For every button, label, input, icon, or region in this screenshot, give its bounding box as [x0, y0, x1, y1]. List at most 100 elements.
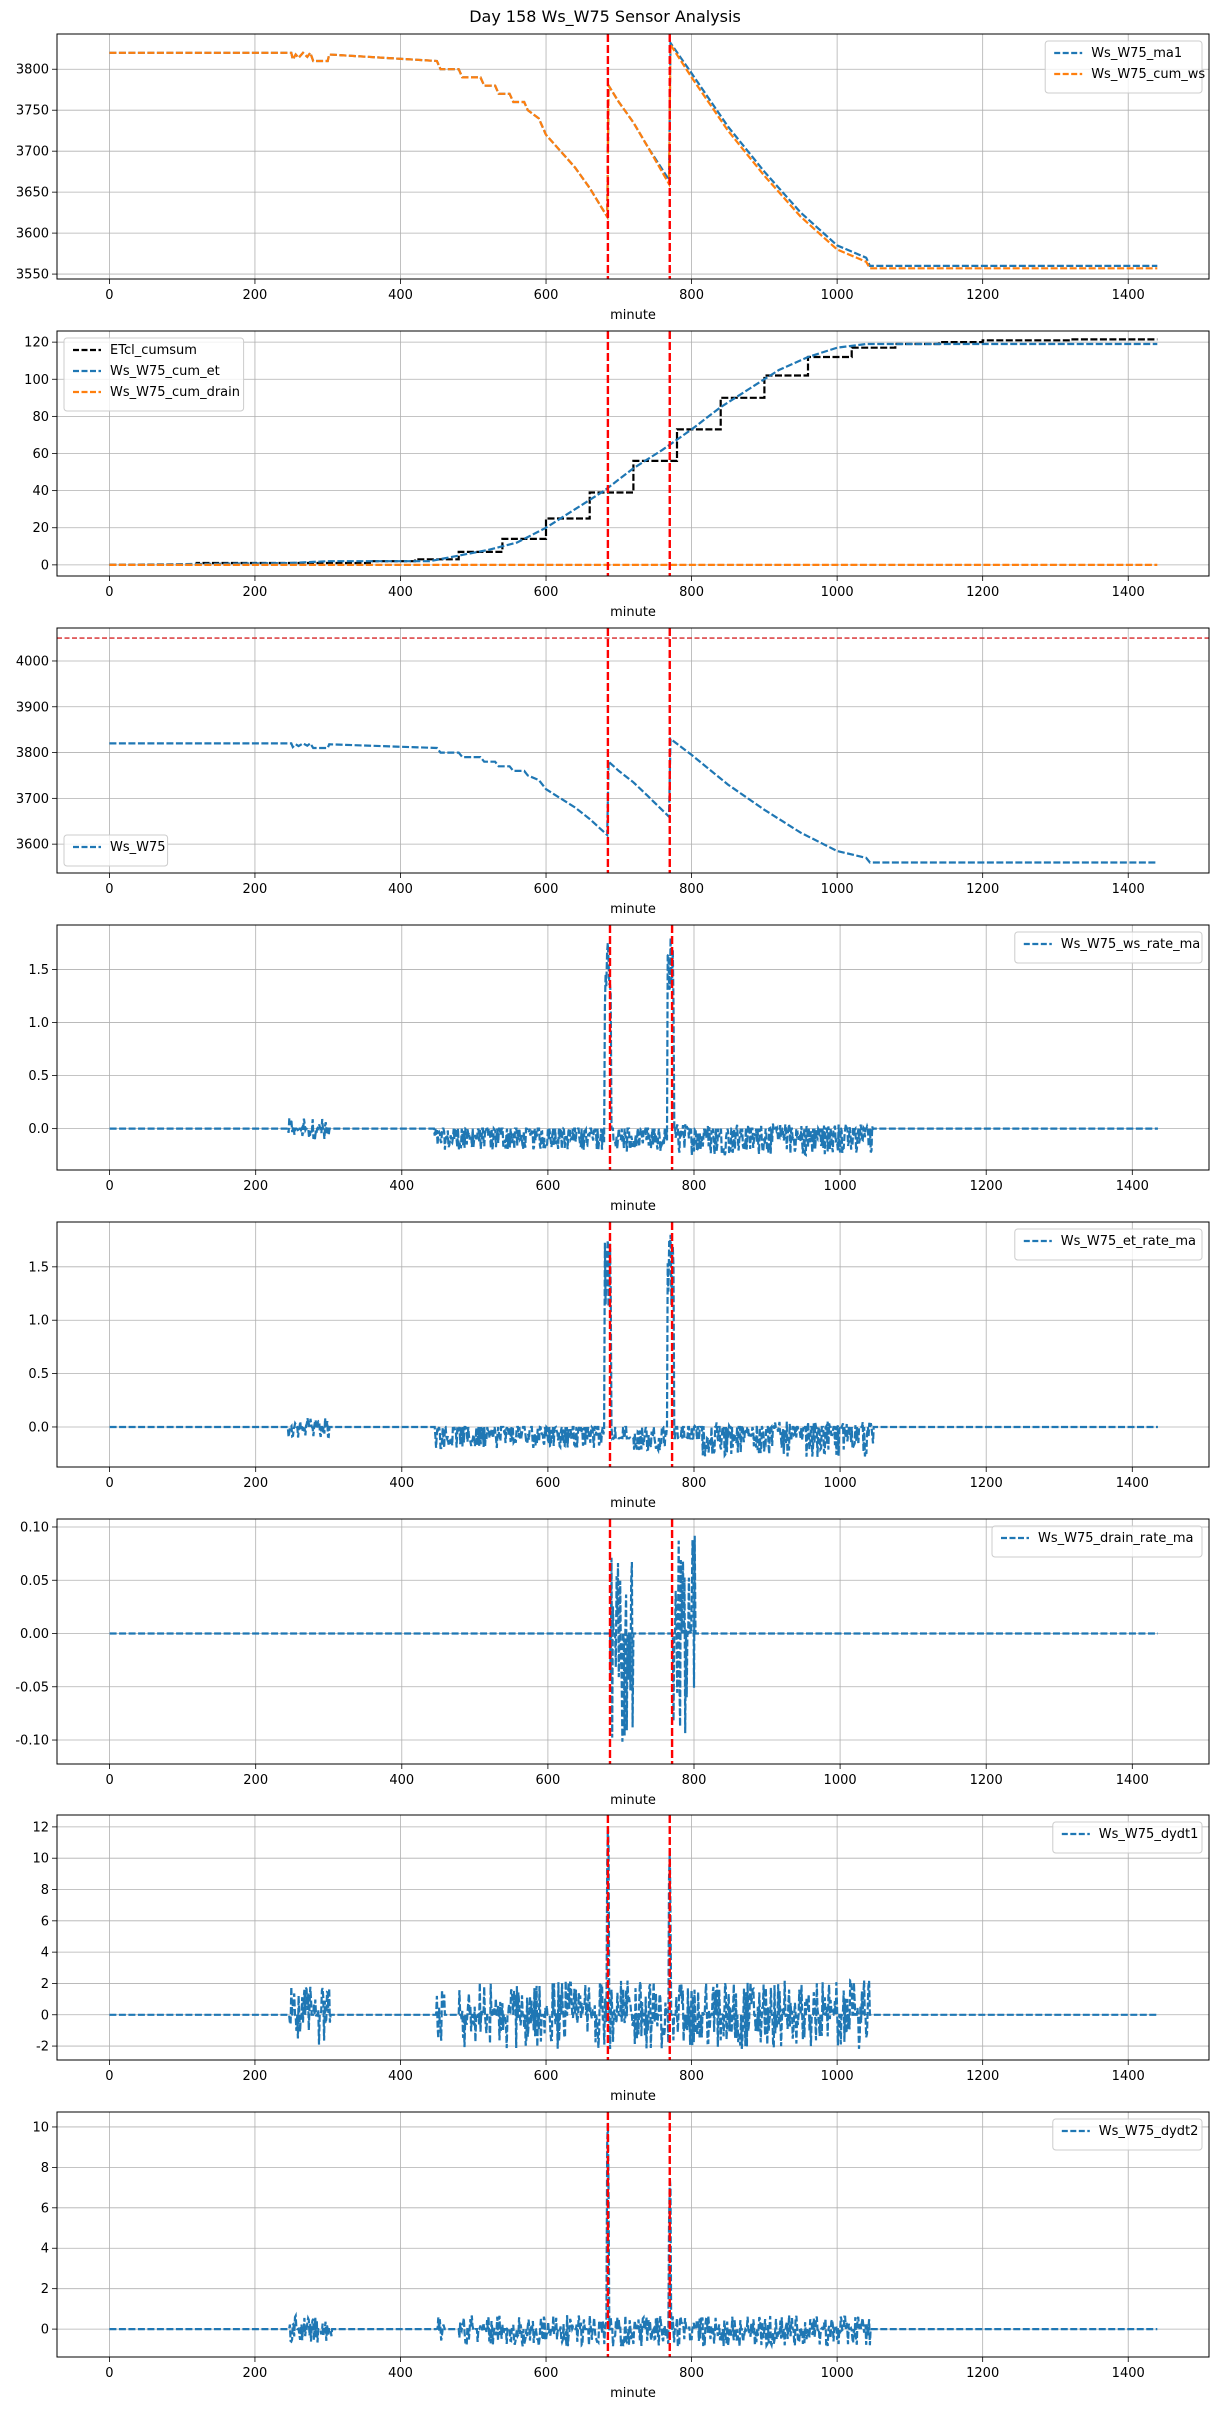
x-tick-label: 1400 — [1112, 585, 1145, 600]
legend-box — [991, 1525, 1203, 1558]
axes-frame — [56, 2111, 1210, 2358]
subplot-8: 0 200 400 600 800 1000 1200 1400 0 2 4 6 8 10 minute Ws… — [32, 2111, 1210, 2401]
legend: Ws_W75_drain_rate_ma — [991, 1525, 1203, 1558]
y-tick-label: 6 — [41, 2201, 49, 2216]
legend-label: Ws_W75_dydt1 — [1099, 1827, 1199, 1842]
x-tick-label: 200 — [243, 1773, 268, 1788]
legend-box — [1052, 1821, 1203, 1854]
y-tick-label: 3600 — [16, 838, 49, 853]
plot-area — [109, 331, 1158, 576]
plot-area — [109, 925, 1158, 1170]
x-axis-label: minute — [610, 2089, 656, 2104]
x-tick-label: 600 — [534, 2366, 559, 2381]
series-line-Ws_W75_ma1 — [109, 39, 1158, 267]
x-axis-label: minute — [610, 902, 656, 917]
x-tick-label: 800 — [679, 288, 704, 303]
subplot-5: 0 200 400 600 800 1000 1200 1400 0.0 0.5 1.0 1.5 min… — [28, 1221, 1210, 1511]
legend: Ws_W75_ws_rate_ma — [1014, 931, 1203, 964]
figure-title: Day 158 Ws_W75 Sensor Analysis — [469, 7, 741, 27]
y-tick-label: 120 — [24, 336, 49, 351]
plot-area — [109, 1222, 1158, 1467]
x-tick-label: 1400 — [1116, 1773, 1149, 1788]
y-tick-label: 3800 — [16, 746, 49, 761]
x-tick-label: 800 — [682, 1179, 707, 1194]
y-tick-label: -2 — [36, 2040, 49, 2055]
y-tick-label: 2 — [41, 1977, 49, 1992]
y-tick-label: 40 — [32, 484, 49, 499]
y-tick-label: 1.5 — [28, 1260, 49, 1275]
x-tick-label: 800 — [682, 1476, 707, 1491]
legend-label: Ws_W75_dydt2 — [1099, 2124, 1199, 2139]
series-line-Ws_W75_drain_rate_ma — [109, 1535, 1158, 1742]
legend-box — [1052, 2118, 1203, 2151]
x-tick-label: 1000 — [821, 882, 854, 897]
x-tick-label: 200 — [243, 288, 268, 303]
x-tick-label: 0 — [105, 1179, 113, 1194]
x-tick-label: 1200 — [966, 2366, 999, 2381]
x-tick-label: 1200 — [970, 1476, 1003, 1491]
y-tick-label: 12 — [32, 1820, 49, 1835]
y-tick-label: 4000 — [16, 654, 49, 669]
legend: Ws_W75 — [63, 834, 169, 867]
x-tick-label: 600 — [534, 585, 559, 600]
legend-label: Ws_W75_et_rate_ma — [1061, 1234, 1196, 1249]
x-tick-label: 1200 — [966, 585, 999, 600]
legend-label: Ws_W75_ws_rate_ma — [1061, 937, 1200, 952]
x-tick-label: 200 — [243, 1179, 268, 1194]
plot-area — [109, 1815, 1158, 2060]
subplot-6: 0 200 400 600 800 1000 1200 1400 -0.10 -0.05 0.00 0… — [15, 1518, 1210, 1808]
y-tick-label: 0.05 — [20, 1574, 49, 1589]
x-tick-label: 400 — [388, 288, 413, 303]
axes-frame — [56, 1814, 1210, 2061]
subplot-3: 0 200 400 600 800 1000 1200 1400 3600 3700 3800 390… — [16, 627, 1210, 917]
y-tick-label: 3700 — [16, 145, 49, 160]
y-tick-label: 3650 — [16, 186, 49, 201]
x-tick-label: 0 — [105, 2366, 113, 2381]
series-line-Ws_W75_ws_rate_ma — [109, 937, 1158, 1158]
axes-frame — [56, 33, 1210, 280]
axes-frame — [56, 1221, 1210, 1468]
legend-box — [63, 834, 169, 867]
x-tick-label: 0 — [105, 1476, 113, 1491]
y-tick-label: 0 — [41, 2323, 49, 2338]
legend: ETcl_cumsum Ws_W75_cum_et Ws_W75_cum_drain — [63, 337, 245, 412]
x-tick-label: 1000 — [824, 1476, 857, 1491]
x-tick-label: 1000 — [824, 1773, 857, 1788]
x-tick-label: 1400 — [1116, 1476, 1149, 1491]
axes-frame — [56, 627, 1210, 874]
y-tick-label: 80 — [32, 410, 49, 425]
y-tick-label: 10 — [32, 1852, 49, 1867]
x-tick-label: 600 — [535, 1773, 560, 1788]
x-tick-label: 1400 — [1112, 2069, 1145, 2084]
y-tick-label: 0.5 — [28, 1069, 49, 1084]
subplot-7: 0 200 400 600 800 1000 1200 1400 -2 0 2 4 6 8 10 12 minu… — [32, 1814, 1210, 2104]
legend-box — [1014, 1228, 1203, 1261]
y-tick-label: 0 — [41, 2008, 49, 2023]
y-tick-label: 20 — [32, 521, 49, 536]
legend-box — [1014, 931, 1203, 964]
legend: Ws_W75_ma1 Ws_W75_cum_ws — [1044, 40, 1205, 94]
series-line-Ws_W75_dydt2 — [109, 2122, 1158, 2350]
x-tick-label: 400 — [389, 1773, 414, 1788]
y-tick-label: 0.5 — [28, 1367, 49, 1382]
y-tick-label: 0.10 — [20, 1520, 49, 1535]
y-tick-label: 4 — [41, 2242, 49, 2257]
x-tick-label: 1400 — [1112, 2366, 1145, 2381]
x-tick-label: 1400 — [1116, 1179, 1149, 1194]
y-tick-label: 0.0 — [28, 1122, 49, 1137]
x-tick-label: 400 — [389, 1179, 414, 1194]
y-tick-label: 0.00 — [20, 1627, 49, 1642]
y-tick-label: 3750 — [16, 104, 49, 119]
x-tick-label: 1000 — [824, 1179, 857, 1194]
x-tick-label: 600 — [534, 882, 559, 897]
y-tick-label: 6 — [41, 1914, 49, 1929]
x-tick-label: 200 — [243, 2069, 268, 2084]
x-tick-label: 400 — [389, 1476, 414, 1491]
series-line-Ws_W75_dydt1 — [109, 1826, 1158, 2050]
y-tick-label: 3800 — [16, 63, 49, 78]
y-tick-label: 1.0 — [28, 1016, 49, 1031]
x-tick-label: 1200 — [970, 1179, 1003, 1194]
x-tick-label: 800 — [679, 2069, 704, 2084]
x-tick-label: 600 — [535, 1476, 560, 1491]
x-tick-label: 400 — [388, 585, 413, 600]
